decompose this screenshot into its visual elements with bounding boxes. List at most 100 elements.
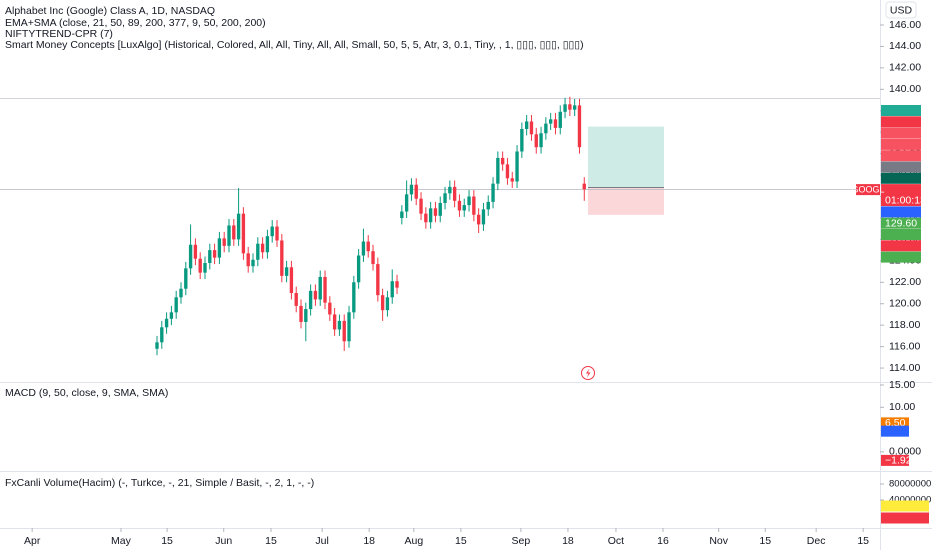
candle-body bbox=[155, 342, 159, 349]
price-label-box bbox=[881, 206, 921, 218]
candle-body bbox=[332, 314, 337, 330]
candle-body bbox=[160, 327, 164, 343]
candle-body bbox=[529, 121, 534, 135]
candle-body bbox=[184, 268, 188, 289]
y-tick-label: 140.00 bbox=[889, 83, 921, 95]
candle-body bbox=[366, 241, 370, 252]
price-label: 129.60 bbox=[885, 217, 917, 229]
candle-body bbox=[275, 226, 279, 241]
candle-body bbox=[313, 290, 318, 300]
indicator: NIFTYTREND-CPR (7) bbox=[5, 28, 113, 40]
candle-body bbox=[500, 157, 505, 165]
candle-body bbox=[203, 262, 207, 273]
volume-tick-label: 80000000 bbox=[889, 479, 931, 490]
candle-body bbox=[577, 105, 582, 148]
candle-body bbox=[582, 183, 586, 190]
y-tick-label: 116.00 bbox=[889, 340, 920, 352]
candle-body bbox=[544, 123, 548, 134]
candle-body bbox=[462, 205, 466, 211]
candle-body bbox=[448, 186, 452, 194]
volume-title: FxCanli Volume(Hacim) (-, Turkce, -, 21,… bbox=[5, 477, 314, 489]
x-tick-label: 15 bbox=[759, 535, 771, 547]
candle-body bbox=[380, 295, 385, 311]
candle-body bbox=[433, 208, 438, 216]
x-tick-label: Sep bbox=[512, 535, 531, 547]
x-tick-label: Aug bbox=[404, 535, 423, 547]
price-label-box bbox=[881, 105, 921, 116]
y-tick-label: 118.00 bbox=[889, 319, 920, 331]
position-stop bbox=[588, 187, 664, 215]
x-tick-label: 15 bbox=[857, 535, 869, 547]
price-label-box bbox=[881, 251, 921, 263]
candle-body bbox=[308, 290, 313, 310]
candle-body bbox=[352, 282, 356, 313]
macd-tick-label: 15.00 bbox=[889, 379, 915, 391]
x-tick-label: Nov bbox=[709, 535, 728, 547]
candle-body bbox=[227, 225, 231, 246]
candle-body bbox=[428, 208, 433, 223]
candle-body bbox=[241, 213, 246, 254]
candle-body bbox=[510, 178, 514, 182]
currency[interactable]: USD bbox=[890, 4, 913, 16]
candle-body bbox=[347, 312, 351, 342]
candle-body bbox=[419, 198, 423, 214]
candle-body bbox=[539, 133, 543, 148]
symbol-box bbox=[856, 184, 880, 196]
currency-box[interactable] bbox=[885, 1, 917, 19]
candle-body bbox=[304, 309, 308, 322]
price-label-box bbox=[881, 184, 921, 207]
y-tick-label: 114.00 bbox=[889, 362, 920, 374]
y-tick-label: 142.00 bbox=[889, 62, 921, 74]
indicator: Smart Money Concepts [LuxAlgo] (Historic… bbox=[5, 39, 584, 51]
x-tick-label: Oct bbox=[608, 535, 624, 547]
candle-body bbox=[520, 128, 524, 152]
candle-body bbox=[409, 184, 414, 195]
x-tick-label: 18 bbox=[363, 535, 375, 547]
candle-body bbox=[342, 320, 346, 342]
price-label-box bbox=[881, 217, 921, 229]
macd-tick-label: 10.00 bbox=[889, 401, 915, 413]
candle-body bbox=[457, 200, 462, 211]
candle-body bbox=[265, 236, 270, 253]
macd-value-box bbox=[881, 454, 909, 466]
candle-body bbox=[193, 244, 198, 259]
candle-body bbox=[481, 209, 486, 225]
macd-value: −1.92 bbox=[885, 454, 912, 466]
candle-body bbox=[563, 104, 567, 112]
candle-body bbox=[251, 259, 255, 267]
candle-body bbox=[284, 267, 289, 276]
volume-tick-label: 40000000 bbox=[889, 495, 931, 506]
candle-body bbox=[515, 151, 519, 182]
candle-body bbox=[222, 238, 226, 246]
x-tick-label: Jul bbox=[315, 535, 328, 547]
indicator: EMA+SMA (close, 21, 50, 89, 200, 377, 9,… bbox=[5, 17, 266, 29]
candle-body bbox=[558, 111, 562, 128]
x-tick-label: May bbox=[111, 535, 132, 547]
macd-title: MACD (9, 50, close, 9, SMA, SMA) bbox=[5, 387, 168, 399]
candle-body bbox=[385, 297, 390, 311]
y-tick-label: 146.00 bbox=[889, 19, 921, 31]
candle-body bbox=[212, 250, 217, 258]
x-tick-label: Apr bbox=[24, 535, 41, 547]
price-label-box bbox=[881, 116, 921, 128]
candle-body bbox=[371, 251, 375, 265]
candle-body bbox=[217, 238, 222, 258]
candle-body bbox=[414, 184, 418, 199]
candle-body bbox=[548, 119, 553, 124]
symbol-title: Alphabet Inc (Google) Class A, 1D, NASDA… bbox=[5, 5, 215, 17]
candle-body bbox=[505, 164, 510, 179]
volume-value-box bbox=[881, 500, 929, 512]
macd-value-box bbox=[881, 425, 909, 437]
candle-body bbox=[236, 213, 241, 240]
candle-body bbox=[404, 194, 409, 212]
price-label-box bbox=[881, 161, 921, 173]
y-tick-label: 122.00 bbox=[889, 276, 921, 288]
candle-body bbox=[164, 318, 169, 328]
candle-body bbox=[169, 312, 174, 319]
candle-body bbox=[376, 264, 380, 296]
candle-body bbox=[280, 240, 284, 276]
price-label-box bbox=[881, 229, 921, 240]
